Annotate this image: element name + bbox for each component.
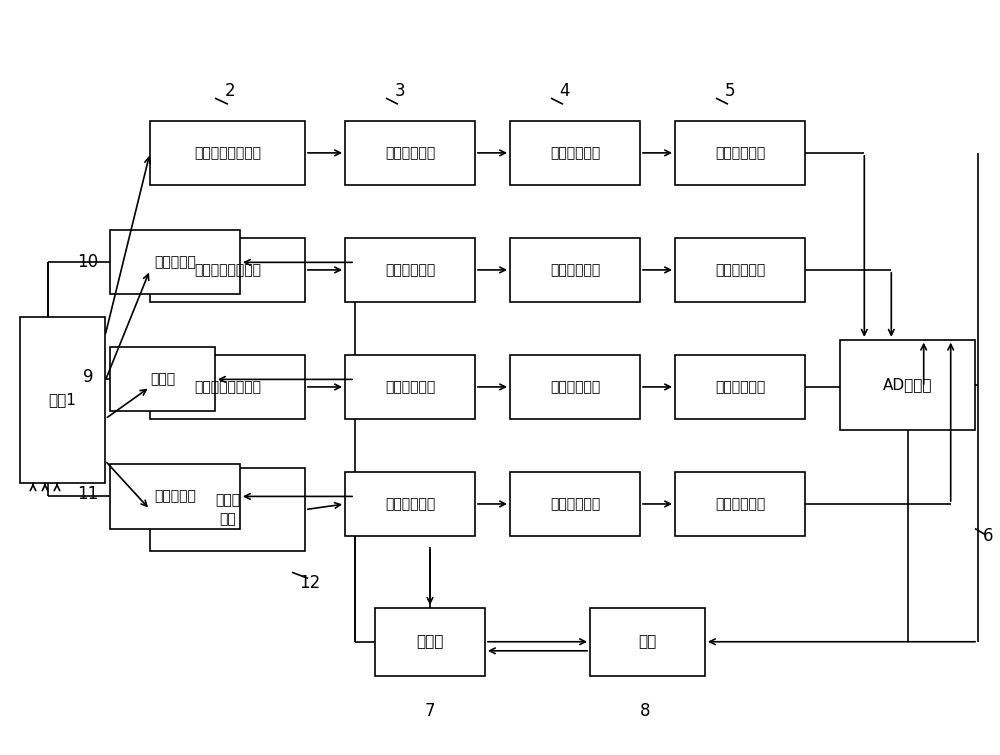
Text: 11: 11 [77,485,99,503]
Text: AD转换器: AD转换器 [883,378,932,393]
Bar [840,340,975,430]
Text: 8: 8 [640,702,650,720]
Text: 压电传感器（关）: 压电传感器（关） [194,263,261,277]
Text: 带通滤波电路: 带通滤波电路 [550,263,600,277]
Text: 前置放大电路: 前置放大电路 [385,380,435,394]
Bar [345,121,475,185]
Bar [675,238,805,302]
Text: 带通滤波电路: 带通滤波电路 [550,380,600,394]
Text: 12: 12 [299,574,321,592]
Text: 单片机: 单片机 [416,634,444,649]
Text: 压电传感器（寸）: 压电传感器（寸） [194,146,261,160]
Text: 3: 3 [395,82,405,100]
Bar [510,472,640,536]
Text: 前置放大电路: 前置放大电路 [385,497,435,511]
Text: 带通滤波电路: 带通滤波电路 [550,146,600,160]
Bar [20,317,105,483]
Bar [375,608,485,676]
Bar [110,347,215,411]
Text: 二级放大电路: 二级放大电路 [715,497,765,511]
Text: 5: 5 [725,82,735,100]
Text: 减压电磁阀: 减压电磁阀 [154,489,196,504]
Bar [590,608,705,676]
Text: 10: 10 [77,253,99,271]
Text: 压电传感器（尺）: 压电传感器（尺） [194,380,261,394]
Text: 脸带1: 脸带1 [49,393,76,408]
Text: 充气泵: 充气泵 [150,372,175,387]
Text: 前置放大电路: 前置放大电路 [385,146,435,160]
Text: 压力传
感器: 压力传 感器 [215,494,240,525]
Bar [110,230,240,294]
Bar [345,472,475,536]
Text: 二级放大电路: 二级放大电路 [715,380,765,394]
Bar [675,355,805,419]
Bar [150,468,305,551]
Bar [150,355,305,419]
Text: 4: 4 [560,82,570,100]
Text: 电脑: 电脑 [638,634,657,649]
Bar [110,464,240,528]
Text: 6: 6 [983,527,993,545]
Text: 二级放大电路: 二级放大电路 [715,263,765,277]
Text: 2: 2 [225,82,235,100]
Bar [510,355,640,419]
Bar [510,238,640,302]
Bar [150,238,305,302]
Text: 二级放大电路: 二级放大电路 [715,146,765,160]
Text: 前置放大电路: 前置放大电路 [385,263,435,277]
Text: 加压电磁阀: 加压电磁阀 [154,255,196,270]
Bar [345,355,475,419]
Bar [675,472,805,536]
Bar [510,121,640,185]
Text: 带通滤波电路: 带通滤波电路 [550,497,600,511]
Text: 9: 9 [83,368,93,387]
Bar [150,121,305,185]
Text: 7: 7 [425,702,435,720]
Bar [345,238,475,302]
Bar [675,121,805,185]
